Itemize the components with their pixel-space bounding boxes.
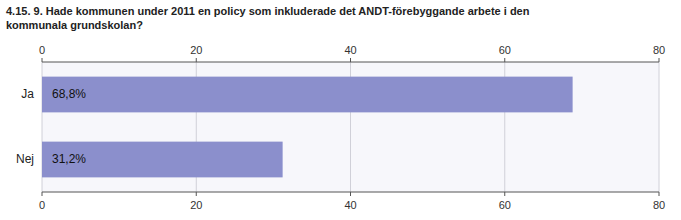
tick-label-top: 40 — [344, 44, 356, 56]
tick-mark — [504, 192, 505, 196]
category-label: Nej — [16, 152, 34, 166]
tick-mark — [350, 192, 351, 196]
tick-label: 80 — [653, 199, 665, 211]
tick-label: 40 — [344, 199, 356, 211]
tick-label-top: 0 — [39, 44, 45, 56]
tick-mark-top — [196, 58, 197, 62]
category-label: Ja — [21, 87, 34, 101]
tick-label-top: 60 — [499, 44, 511, 56]
tick-mark-top — [659, 58, 660, 62]
tick-label-top: 20 — [190, 44, 202, 56]
bars — [42, 77, 573, 178]
plot-area — [42, 62, 659, 192]
tick-mark-top — [504, 58, 505, 62]
tick-mark — [659, 192, 660, 196]
labels: Ja 68,8% Nej 31,2% — [16, 87, 86, 166]
chart: 4.15. 9. Hade kommunen under 2011 en pol… — [0, 0, 681, 220]
tick-mark — [196, 192, 197, 196]
tick-mark-top — [42, 58, 43, 62]
title: 4.15. 9. Hade kommunen under 2011 en pol… — [6, 5, 530, 31]
data-label: 68,8% — [52, 87, 86, 101]
tick-label: 20 — [190, 199, 202, 211]
tick-label: 60 — [499, 199, 511, 211]
title-line: 4.15. 9. Hade kommunen under 2011 en pol… — [6, 5, 530, 17]
bar — [42, 77, 573, 113]
grid-line — [659, 62, 660, 192]
tick-mark-top — [350, 58, 351, 62]
title-line: kommunala grundskolan? — [6, 19, 143, 31]
data-label: 31,2% — [52, 152, 86, 166]
tick-label-top: 80 — [653, 44, 665, 56]
bar — [42, 142, 283, 178]
tick-label: 0 — [39, 199, 45, 211]
tick-mark — [42, 192, 43, 196]
